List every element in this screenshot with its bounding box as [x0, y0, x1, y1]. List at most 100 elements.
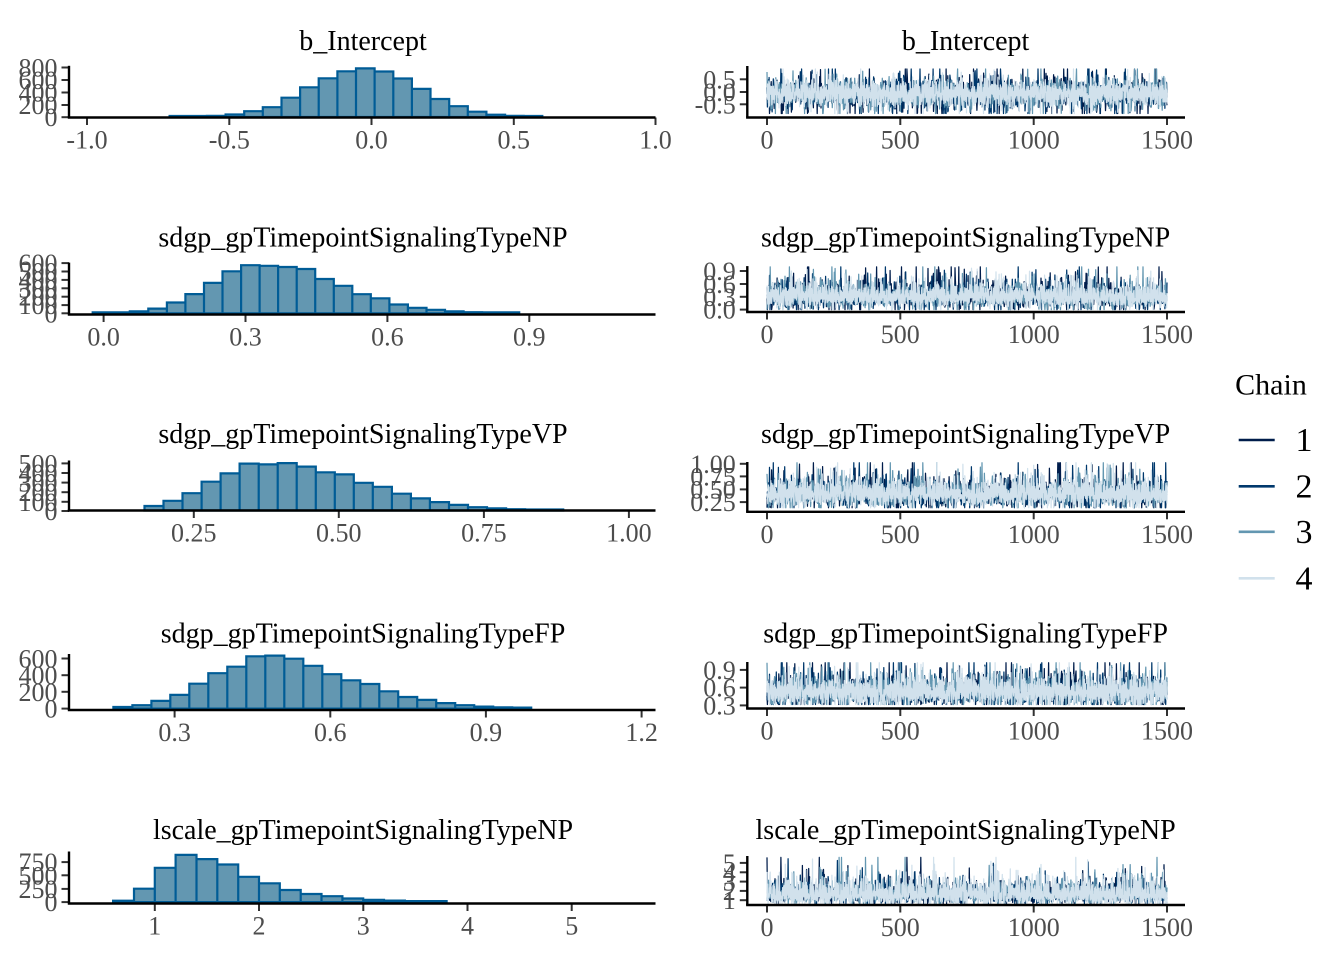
svg-text:0.9: 0.9 — [703, 257, 736, 286]
svg-text:1.0: 1.0 — [639, 126, 672, 155]
svg-text:1.2: 1.2 — [625, 718, 658, 747]
svg-text:lscale_gpTimepointSignalingTyp: lscale_gpTimepointSignalingTypeNP — [756, 815, 1176, 846]
svg-text:0: 0 — [761, 717, 774, 746]
svg-text:1.00: 1.00 — [606, 519, 652, 548]
svg-text:500: 500 — [19, 861, 58, 890]
svg-text:0.3: 0.3 — [229, 323, 262, 352]
svg-text:0: 0 — [45, 695, 58, 724]
svg-text:4: 4 — [1296, 561, 1313, 598]
svg-text:1: 1 — [1296, 422, 1313, 459]
svg-text:400: 400 — [19, 79, 58, 108]
svg-text:0: 0 — [761, 320, 774, 349]
svg-text:500: 500 — [881, 520, 920, 549]
svg-text:0.0: 0.0 — [355, 126, 388, 155]
svg-text:1500: 1500 — [1141, 717, 1193, 746]
svg-text:0: 0 — [45, 299, 58, 328]
svg-text:3: 3 — [1296, 514, 1313, 551]
svg-text:0.6: 0.6 — [703, 270, 736, 299]
svg-text:200: 200 — [19, 478, 58, 507]
svg-text:4: 4 — [723, 858, 736, 887]
svg-text:0.50: 0.50 — [690, 475, 736, 504]
svg-text:0.6: 0.6 — [371, 323, 404, 352]
svg-text:1500: 1500 — [1141, 913, 1193, 942]
svg-text:0: 0 — [761, 126, 774, 155]
svg-text:Chain: Chain — [1235, 368, 1307, 401]
svg-text:2: 2 — [253, 912, 266, 941]
svg-text:1500: 1500 — [1141, 520, 1193, 549]
svg-text:0.0: 0.0 — [87, 323, 120, 352]
svg-text:400: 400 — [19, 661, 58, 690]
svg-text:500: 500 — [881, 913, 920, 942]
svg-text:0.5: 0.5 — [703, 65, 736, 94]
svg-text:0.3: 0.3 — [158, 718, 191, 747]
svg-text:1500: 1500 — [1141, 126, 1193, 155]
svg-text:0: 0 — [45, 103, 58, 132]
svg-text:5: 5 — [565, 912, 578, 941]
svg-text:0.50: 0.50 — [316, 519, 362, 548]
svg-text:0.6: 0.6 — [314, 718, 347, 747]
svg-text:0: 0 — [45, 497, 58, 526]
svg-text:400: 400 — [19, 459, 58, 488]
svg-text:sdgp_gpTimepointSignalingTypeF: sdgp_gpTimepointSignalingTypeFP — [763, 619, 1168, 650]
svg-text:200: 200 — [19, 283, 58, 312]
svg-text:0.6: 0.6 — [703, 674, 736, 703]
svg-text:300: 300 — [19, 274, 58, 303]
svg-text:1500: 1500 — [1141, 320, 1193, 349]
svg-text:4: 4 — [461, 912, 474, 941]
svg-text:600: 600 — [19, 645, 58, 674]
svg-text:sdgp_gpTimepointSignalingTypeF: sdgp_gpTimepointSignalingTypeFP — [161, 619, 566, 650]
svg-text:0.0: 0.0 — [703, 78, 736, 107]
svg-text:1000: 1000 — [1008, 320, 1060, 349]
svg-text:2: 2 — [1296, 469, 1313, 506]
svg-text:0.3: 0.3 — [703, 691, 736, 720]
svg-text:sdgp_gpTimepointSignalingTypeV: sdgp_gpTimepointSignalingTypeVP — [158, 419, 567, 450]
svg-text:b_Intercept: b_Intercept — [299, 26, 427, 57]
svg-text:3: 3 — [357, 912, 370, 941]
svg-text:-0.5: -0.5 — [209, 126, 250, 155]
svg-text:500: 500 — [19, 258, 58, 287]
svg-text:1000: 1000 — [1008, 717, 1060, 746]
svg-text:5: 5 — [723, 849, 736, 878]
svg-text:0: 0 — [45, 888, 58, 917]
svg-text:200: 200 — [19, 91, 58, 120]
svg-text:1000: 1000 — [1008, 126, 1060, 155]
svg-text:3: 3 — [723, 868, 736, 897]
svg-text:0.9: 0.9 — [703, 656, 736, 685]
svg-text:0.9: 0.9 — [470, 718, 503, 747]
svg-text:0.5: 0.5 — [498, 126, 531, 155]
svg-text:-0.5: -0.5 — [695, 90, 736, 119]
svg-text:100: 100 — [19, 291, 58, 320]
svg-text:0.75: 0.75 — [690, 462, 736, 491]
svg-text:200: 200 — [19, 678, 58, 707]
svg-text:sdgp_gpTimepointSignalingTypeV: sdgp_gpTimepointSignalingTypeVP — [761, 419, 1170, 450]
svg-text:lscale_gpTimepointSignalingTyp: lscale_gpTimepointSignalingTypeNP — [153, 815, 573, 846]
svg-text:-1.0: -1.0 — [66, 126, 107, 155]
svg-text:0.75: 0.75 — [461, 519, 507, 548]
svg-text:800: 800 — [19, 54, 58, 83]
svg-text:sdgp_gpTimepointSignalingTypeN: sdgp_gpTimepointSignalingTypeNP — [158, 223, 567, 254]
svg-text:2: 2 — [723, 877, 736, 906]
svg-text:0.0: 0.0 — [703, 296, 736, 325]
svg-text:0.25: 0.25 — [171, 519, 217, 548]
svg-text:500: 500 — [881, 126, 920, 155]
svg-text:0: 0 — [761, 520, 774, 549]
svg-text:1.00: 1.00 — [690, 450, 736, 479]
svg-text:1: 1 — [723, 886, 736, 915]
svg-text:250: 250 — [19, 875, 58, 904]
svg-text:sdgp_gpTimepointSignalingTypeN: sdgp_gpTimepointSignalingTypeNP — [761, 223, 1170, 254]
svg-text:100: 100 — [19, 488, 58, 517]
svg-text:500: 500 — [881, 717, 920, 746]
svg-text:600: 600 — [19, 249, 58, 278]
svg-text:600: 600 — [19, 66, 58, 95]
svg-text:1000: 1000 — [1008, 520, 1060, 549]
svg-text:0.25: 0.25 — [690, 488, 736, 517]
svg-text:750: 750 — [19, 848, 58, 877]
svg-text:0.9: 0.9 — [513, 323, 546, 352]
svg-text:1000: 1000 — [1008, 913, 1060, 942]
svg-text:500: 500 — [881, 320, 920, 349]
svg-text:1: 1 — [148, 912, 161, 941]
svg-text:b_Intercept: b_Intercept — [902, 26, 1030, 57]
svg-text:400: 400 — [19, 266, 58, 295]
svg-text:0.3: 0.3 — [703, 283, 736, 312]
svg-text:500: 500 — [19, 449, 58, 478]
